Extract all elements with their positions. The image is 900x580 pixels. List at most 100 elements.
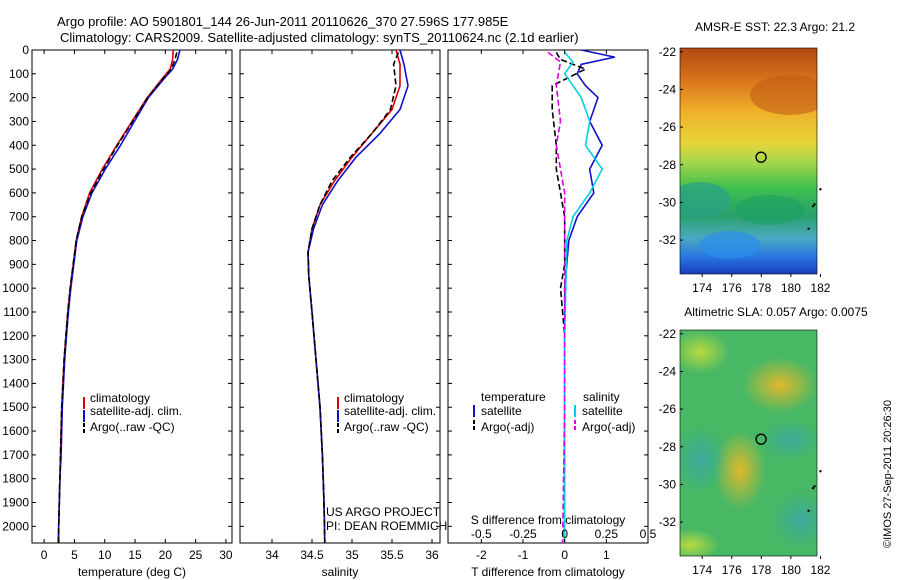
lat-tick-label: -30 [659,195,677,209]
series-line-climatology [57,49,174,544]
island-dot [807,509,810,512]
lat-tick-label: -32 [659,515,677,529]
depth-tick-label: 1400 [2,376,29,390]
difference-panel-frame [447,49,649,544]
depth-tick-label: 1100 [3,305,29,319]
sst-map-title: AMSR-E SST: 22.3 Argo: 21.2 [695,20,855,34]
legend-label-climatology: climatology [90,391,150,405]
island-dot [811,487,815,490]
depth-tick-label: 400 [9,138,29,152]
legend-label-satellite: satellite-adj. clim. [344,404,436,418]
legend-label-s-satellite: satellite [582,404,623,418]
depth-tick-label: 1600 [2,424,29,438]
x-tick-label: 36 [425,548,439,562]
island-dot [813,485,816,488]
sla-low-patch [760,420,817,460]
lat-tick-label: -26 [659,120,677,134]
sla-low-patch [680,426,728,494]
lon-tick-label: 178 [751,563,771,577]
depth-tick-label: 500 [9,162,29,176]
legend-label-argo: Argo(..raw -QC) [90,420,175,434]
depth-axis: 0 100 200 300 400 500 600 700 800 900 1000 1100 1200… [2,43,29,533]
s-diff-tick-label: 0 [561,527,568,541]
island-dot [811,205,815,208]
sla-high-patch [714,430,766,510]
x-tick-label: -1 [518,548,529,562]
sst-map-axes: 174 176 178 180 182 -22 -24 -26 -28 -30 -32 [659,45,831,295]
legend-label-s-argo: Argo(-adj) [582,420,635,434]
salinity-axis-label: salinity [322,565,359,579]
lon-tick-label: 178 [751,281,771,295]
lon-tick-label: 182 [810,563,830,577]
depth-tick-label: 1800 [2,472,29,486]
depth-tick-label: 800 [9,234,29,248]
island-dot [819,470,822,473]
island-dot [813,203,816,206]
series-line-satellite-adj-clim- [57,49,181,543]
sla-high-patch [680,529,720,556]
salinity-legend: climatology satellite-adj. clim. Argo(..… [337,391,436,435]
depth-tick-label: 100 [9,67,29,81]
sla-map-axes: 174 176 178 180 182 -22 -24 -26 -28 -30 -32 [659,327,831,577]
pi-annotation: PI: DEAN ROEMMICH [326,519,447,533]
lat-tick-label: -22 [659,45,677,59]
x-tick-label: 20 [159,548,173,562]
difference-profile-chart: -2 -1 0 1 -0.5 -0.25 0 0.25 0.5 [448,49,657,562]
sst-map-frame [679,47,818,275]
salinity-profile-chart: 34 34.5 35 35.5 36 [240,49,440,562]
lon-tick-label: 174 [692,563,712,577]
x-tick-label: 34 [265,548,279,562]
sst-cool-patch [735,195,805,225]
x-tick-label: 15 [128,548,142,562]
temperature-profile-chart: 0 5 10 15 20 25 30 [32,49,233,562]
depth-tick-label: 1300 [2,353,29,367]
sla-map-frame [679,329,818,557]
lat-tick-label: -32 [659,233,677,247]
depth-tick-label: 1900 [2,496,29,510]
lon-tick-label: 176 [722,563,742,577]
x-tick-label: 35.5 [380,548,404,562]
lat-tick-label: -24 [659,364,677,378]
temperature-panel-frame [31,49,233,544]
depth-tick-label: 300 [9,114,29,128]
imos-stamp: ©IMOS 27-Sep-2011 20:26:30 [882,400,894,548]
figure-title-line1: Argo profile: AO 5901801_144 26-Jun-2011… [57,14,509,29]
s-difference-axis-label: S difference from climatology [471,513,626,527]
salinity-panel-frame [239,49,441,544]
s-diff-tick-label: 0.5 [640,527,657,541]
depth-tick-label: 600 [9,186,29,200]
sla-high-patch [742,357,817,413]
lat-tick-label: -28 [659,158,677,172]
sst-cold-patch [700,231,760,259]
x-tick-label: 30 [219,548,233,562]
series-line-argo-adj- [551,51,588,543]
x-tick-label: 35 [345,548,359,562]
island-dot [807,227,810,230]
depth-tick-label: 700 [9,210,29,224]
lat-tick-label: -30 [659,477,677,491]
series-line-argo-raw-qc- [57,52,178,543]
legend-label-satellite: satellite-adj. clim. [90,404,182,418]
depth-tick-label: 1700 [2,448,29,462]
x-tick-label: 0 [561,548,568,562]
temperature-legend: climatology satellite-adj. clim. Argo(..… [83,391,182,435]
depth-tick-label: 1200 [2,329,29,343]
depth-tick-label: 900 [9,257,29,271]
series-line-argo-adj- [547,51,566,544]
lon-tick-label: 176 [722,281,742,295]
argo-position-marker [755,433,767,445]
island-dot [819,188,822,191]
argo-position-marker [755,151,767,163]
series-line-argo-raw-qc- [307,52,400,544]
lat-tick-label: -28 [659,440,677,454]
lon-tick-label: 174 [692,281,712,295]
depth-tick-label: 1000 [2,281,29,295]
x-tick-label: -2 [476,548,487,562]
figure-title-line2: Climatology: CARS2009. Satellite-adjuste… [60,30,579,45]
sst-warm-patch [750,75,817,115]
depth-tick-label: 200 [9,91,29,105]
s-diff-tick-label: -0.25 [509,527,537,541]
temperature-axis-label: temperature (deg C) [78,565,186,579]
depth-tick-label: 2000 [2,519,29,533]
x-tick-label: 1 [603,548,610,562]
